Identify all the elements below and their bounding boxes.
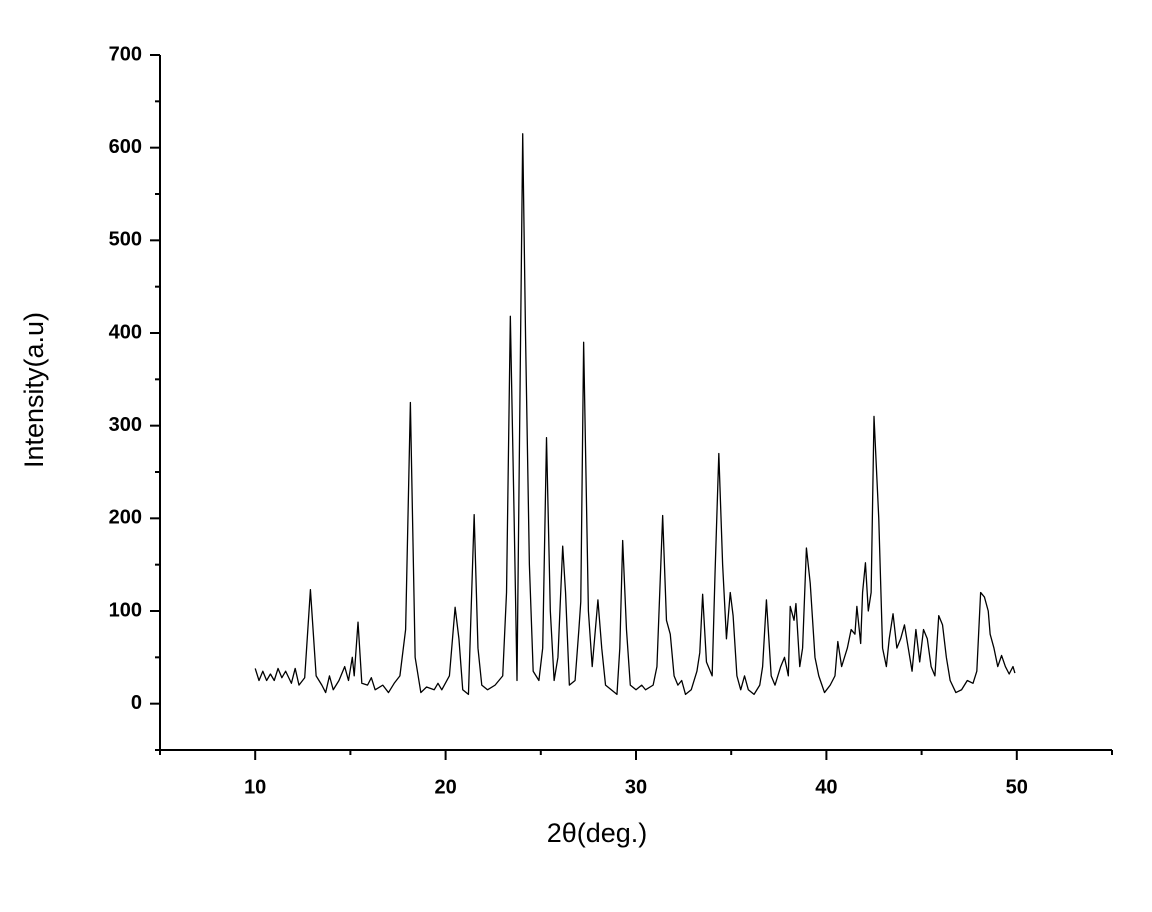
x-tick-label: 50 xyxy=(1006,776,1028,798)
x-tick-label: 10 xyxy=(244,776,266,798)
x-tick-label: 20 xyxy=(434,776,456,798)
y-tick-label: 100 xyxy=(109,599,142,621)
y-tick-label: 700 xyxy=(109,43,142,65)
pattern-line xyxy=(254,133,1016,696)
y-axis-title: Intensity(a.u) xyxy=(19,312,49,468)
y-tick-label: 200 xyxy=(109,507,142,529)
y-tick-label: 400 xyxy=(109,321,142,343)
y-tick-label: 600 xyxy=(109,136,142,158)
x-tick-label: 40 xyxy=(815,776,837,798)
y-tick-label: 500 xyxy=(109,229,142,251)
y-tick-label: 300 xyxy=(109,414,142,436)
x-tick-label: 30 xyxy=(625,776,647,798)
y-tick-label: 0 xyxy=(131,692,142,714)
x-axis-title: 2θ(deg.) xyxy=(547,818,648,848)
